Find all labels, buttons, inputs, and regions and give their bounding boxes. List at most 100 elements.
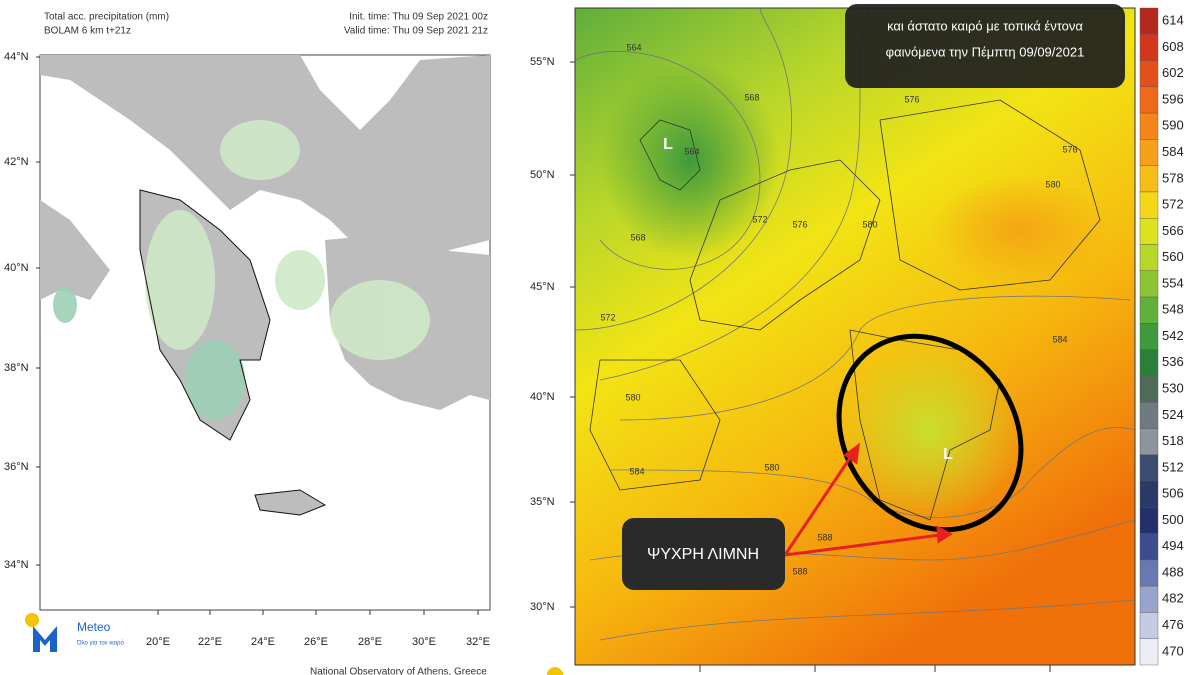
caption-line: φαινόμενα την Πέμπτη 09/09/2021 — [886, 44, 1085, 59]
cold-pool-ring — [836, 333, 1024, 533]
colorbar-swatch — [1139, 559, 1159, 587]
low-mark: L — [943, 446, 953, 463]
arrows — [783, 442, 954, 557]
lon-label: 32°E — [466, 636, 490, 648]
lon-label: 28°E — [358, 636, 382, 648]
colorbar-label: 518 — [1162, 433, 1184, 448]
colorbar-label: 590 — [1162, 118, 1184, 133]
colorbar-label: 506 — [1162, 486, 1184, 501]
colorbar-label: 470 — [1162, 643, 1184, 658]
colorbar-label: 572 — [1162, 197, 1184, 212]
land — [255, 490, 325, 515]
contour-label: 584 — [629, 466, 644, 476]
colorbar-label: 542 — [1162, 328, 1184, 343]
colorbar-swatch — [1139, 402, 1159, 429]
lon-label: 24°E — [251, 636, 275, 648]
colorbar-swatch — [1139, 428, 1159, 455]
colorbar-label: 524 — [1162, 407, 1184, 422]
left-map: Total acc. precipitation (mm) BOLAM 6 km… — [25, 12, 491, 675]
colorbar-swatch — [1139, 218, 1159, 245]
lon-label: 20°E — [146, 636, 170, 648]
contour-label: 572 — [600, 312, 615, 322]
colorbar-swatch — [1139, 349, 1159, 377]
colorbar-swatch — [1139, 86, 1159, 114]
colorbar-swatch — [1139, 112, 1159, 140]
contour-label: 580 — [625, 392, 640, 402]
colorbar-label: 566 — [1162, 223, 1184, 238]
contour-label: 568 — [744, 92, 759, 102]
colorbar-label: 596 — [1162, 91, 1184, 106]
colorbar-swatch — [1139, 34, 1159, 61]
lat-label: 44°N — [4, 51, 29, 63]
lat-label: 45°N — [530, 281, 555, 293]
colorbar-label: 608 — [1162, 39, 1184, 54]
caption-line: και άστατο καιρό με τοπικά έντονα — [887, 18, 1083, 33]
colorbar-swatch — [1139, 60, 1159, 88]
contour-label: 588 — [792, 566, 807, 576]
logo-m — [33, 626, 57, 652]
lon-label: 26°E — [304, 636, 328, 648]
colorbar-swatch — [1139, 533, 1159, 561]
contour-label: 584 — [1052, 334, 1067, 344]
logo-dot — [547, 667, 563, 675]
colorbar-swatch — [1139, 638, 1159, 666]
logo-tagline: Όλο για τον καιρό — [76, 640, 124, 647]
colorbar-swatch — [1139, 507, 1159, 534]
colorbar-label: 548 — [1162, 302, 1184, 317]
contour-label: 588 — [817, 532, 832, 542]
colorbar-label: 488 — [1162, 564, 1184, 579]
lat-label: 40°N — [4, 262, 29, 274]
colorbar-swatch — [1139, 165, 1159, 193]
colorbar-swatch — [1139, 244, 1159, 272]
colorbar-label: 602 — [1162, 65, 1184, 80]
colorbar-label: 476 — [1162, 617, 1184, 632]
credit: National Observatory of Athens, Greece — [310, 667, 487, 675]
colorbar-swatch — [1139, 480, 1159, 508]
colorbar-swatch — [1139, 585, 1159, 613]
colorbar-label: 554 — [1162, 275, 1184, 290]
low-east — [840, 340, 1020, 520]
colorbar-swatch — [1139, 139, 1159, 166]
lat-label: 30°N — [530, 601, 555, 613]
contour-label: 580 — [764, 462, 779, 472]
colorbar-label: 530 — [1162, 380, 1184, 395]
contour-label: 580 — [862, 219, 877, 229]
right-map: και άστατο καιρό με τοπικά έντονα φαινόμ… — [547, 4, 1136, 675]
borders — [589, 99, 1101, 521]
logo-dot — [25, 613, 39, 627]
colorbar-label: 500 — [1162, 512, 1184, 527]
lat-label: 36°N — [4, 461, 29, 473]
lat-label: 55°N — [530, 56, 555, 68]
colorbar-swatch — [1139, 375, 1159, 403]
init-time: Init. time: Thu 09 Sep 2021 00z — [349, 12, 488, 23]
contour-label: 580 — [1045, 179, 1060, 189]
caption-box — [845, 4, 1125, 88]
contour-label: 568 — [630, 232, 645, 242]
low-west — [600, 60, 780, 260]
lat-label: 34°N — [4, 559, 29, 571]
annotation: ΨΥΧΡΗ ΛΙΜΝΗ — [647, 546, 759, 563]
coastline — [139, 189, 327, 516]
lon-label: 22°E — [198, 636, 222, 648]
colorbar-swatch — [1139, 7, 1159, 35]
contour-label: 572 — [752, 214, 767, 224]
colorbar-label: 494 — [1162, 538, 1184, 553]
lat-label: 40°N — [530, 391, 555, 403]
colorbar-label: 512 — [1162, 459, 1184, 474]
colorbar-label: 482 — [1162, 591, 1184, 606]
high-east — [930, 175, 1110, 285]
map-title: Total acc. precipitation (mm) — [44, 12, 169, 23]
logo-text: Meteo — [77, 620, 111, 634]
lat-label: 42°N — [4, 156, 29, 168]
low-mark: L — [663, 136, 673, 153]
colorbar-swatch — [1139, 296, 1159, 324]
colorbar-label: 536 — [1162, 354, 1184, 369]
colorbar-swatch — [1139, 270, 1159, 298]
colorbar-label: 584 — [1162, 144, 1184, 159]
land — [40, 200, 110, 300]
lat-label: 50°N — [530, 169, 555, 181]
contour-label: 576 — [1062, 144, 1077, 154]
colorbar-label: 560 — [1162, 249, 1184, 264]
annotation-box — [622, 518, 785, 590]
lat-label: 38°N — [4, 362, 29, 374]
